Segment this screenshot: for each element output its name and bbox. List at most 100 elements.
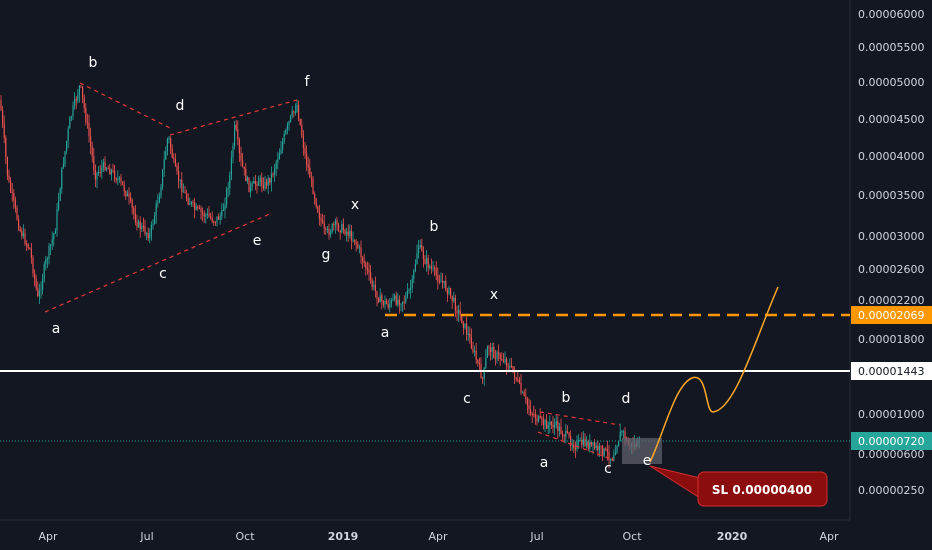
candle-body [587, 441, 589, 449]
candle-body [494, 358, 496, 360]
candle-body [373, 285, 375, 287]
y-tick-label: 0.00004000 [858, 150, 924, 163]
projection-path[interactable] [649, 286, 779, 463]
candle-body [186, 193, 188, 199]
candle-body [176, 166, 178, 171]
wave-label: a [381, 325, 390, 341]
candle-body [154, 215, 156, 224]
candle-body [478, 363, 480, 365]
candle-body [458, 310, 460, 314]
candle-body [34, 273, 36, 279]
candle-body [365, 263, 367, 268]
candle-body [446, 289, 448, 294]
candle-body [598, 445, 600, 451]
candle-body [166, 138, 168, 152]
candle-body [115, 178, 117, 181]
candle-body [184, 191, 186, 194]
candle-body [168, 138, 170, 140]
candle-body [194, 202, 196, 210]
candle-body [565, 430, 567, 437]
candle-body [614, 452, 616, 456]
candle-body [2, 109, 4, 124]
candle-body [512, 365, 514, 372]
candle-body [387, 304, 389, 308]
candle-body [440, 281, 442, 283]
y-tick-label: 0.00004500 [858, 113, 924, 126]
candle-body [85, 108, 87, 122]
candle-body [216, 216, 218, 223]
candle-body [75, 98, 77, 101]
candle-body [307, 164, 309, 168]
wave-labels: b d f a c e x g b a x c b d a c e [52, 55, 652, 477]
candle-body [379, 295, 381, 303]
time-scale[interactable]: Apr Jul Oct 2019 Apr Jul Oct 2020 Apr [38, 530, 839, 543]
candle-body [485, 357, 487, 368]
candle-body [408, 289, 410, 291]
candle-body [190, 202, 192, 205]
candle-body [230, 157, 232, 176]
candle-body [90, 136, 92, 147]
candle-body [32, 257, 34, 274]
candle-body [107, 168, 109, 170]
candle-body [198, 207, 200, 209]
candle-body [205, 215, 207, 217]
candle-body [123, 184, 125, 192]
candle-body [18, 219, 20, 230]
candle-body [54, 230, 56, 234]
candle-body [437, 275, 439, 282]
candle-body [238, 139, 240, 154]
candle-body [366, 267, 368, 270]
candle-body [267, 177, 269, 186]
candle-body [546, 420, 548, 429]
candle-body [522, 392, 524, 394]
candle-body [10, 181, 12, 192]
candle-body [429, 266, 431, 268]
candle-body [104, 162, 106, 170]
candle-body [610, 458, 612, 461]
candle-body [578, 440, 580, 442]
candle-body [174, 159, 176, 167]
candle-body [178, 170, 180, 181]
candle-body [530, 409, 532, 415]
candle-body [0, 100, 2, 110]
candle-body [37, 288, 39, 297]
wave-label: x [351, 197, 359, 213]
candle-body [269, 177, 271, 183]
candle-body [14, 200, 16, 208]
candle-body [120, 177, 122, 182]
candle-body [229, 175, 231, 189]
candle-body [386, 301, 388, 305]
candle-body [275, 162, 277, 169]
candle-body [586, 441, 588, 446]
candle-body [149, 233, 151, 239]
candle-body [299, 119, 301, 125]
candle-body [3, 123, 5, 138]
candle-body [82, 86, 84, 98]
stop-loss-callout[interactable]: SL 0.00000400 [649, 465, 828, 507]
candle-body [74, 98, 76, 106]
candlestick-series [0, 84, 640, 469]
candle-body [405, 296, 407, 302]
candle-body [29, 247, 31, 250]
candle-body [322, 220, 324, 223]
price-scale[interactable]: 0.00006000 0.00005500 0.00005000 0.00004… [858, 8, 924, 497]
candle-body [568, 432, 570, 437]
candle-body [509, 365, 511, 368]
candle-body [445, 280, 447, 290]
candle-body [26, 243, 28, 245]
candle-body [414, 263, 416, 271]
candle-body [547, 424, 549, 429]
candle-body [539, 416, 541, 418]
candle-body [498, 352, 500, 355]
candle-body [590, 441, 592, 446]
candle-body [106, 168, 108, 170]
candle-body [594, 442, 596, 448]
wave-label: a [540, 455, 549, 471]
candle-body [51, 239, 53, 245]
candle-body [248, 177, 250, 192]
candle-body [262, 185, 264, 189]
current-price-text: 0.00000720 [858, 435, 924, 448]
candle-body [395, 295, 397, 305]
candle-body [8, 175, 10, 182]
